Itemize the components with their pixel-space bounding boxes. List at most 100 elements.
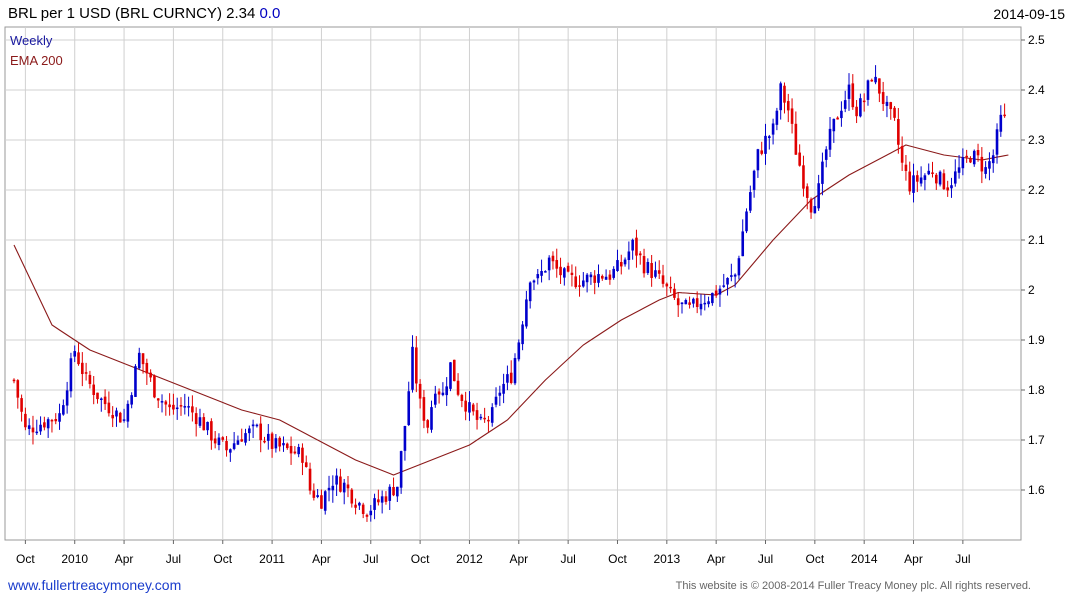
candle-down	[84, 362, 88, 381]
candle-down	[361, 502, 365, 519]
candle-body	[718, 288, 722, 295]
x-tick-label: Jul	[758, 552, 773, 566]
candle-down	[657, 260, 661, 279]
candle-down	[149, 369, 152, 382]
candle-down	[593, 270, 597, 295]
candle-body	[342, 482, 346, 493]
candle-body	[950, 185, 953, 189]
candle-up	[244, 428, 247, 446]
candle-body	[350, 489, 354, 504]
candle-up	[654, 261, 657, 279]
candle-down	[301, 443, 304, 476]
candle-down	[802, 155, 805, 197]
ema-200-line	[13, 144, 1009, 476]
candle-down	[392, 477, 395, 497]
candle-body	[767, 136, 771, 139]
candle-body	[783, 85, 786, 103]
x-tick-label: Apr	[115, 552, 134, 566]
candle-up	[236, 435, 240, 446]
candle-body	[335, 475, 338, 485]
candle-down	[12, 378, 16, 384]
candle-down	[794, 111, 798, 155]
copyright-notice: This website is © 2008-2014 Fuller Treac…	[675, 580, 1031, 592]
candle-body	[995, 129, 999, 155]
candle-up	[229, 448, 232, 462]
candle-up	[840, 101, 843, 127]
candle-up	[380, 490, 384, 514]
candle-body	[456, 380, 460, 395]
candle-body	[957, 167, 961, 173]
candle-down	[16, 379, 20, 409]
candle-body	[96, 392, 99, 400]
candle-body	[555, 260, 559, 269]
candle-body	[115, 410, 118, 417]
candle-up	[745, 208, 748, 234]
candle-body	[1003, 114, 1006, 117]
candle-body	[399, 451, 403, 488]
candle-body	[976, 150, 980, 156]
candle-body	[676, 298, 680, 306]
candle-down	[81, 352, 84, 387]
candle-body	[874, 76, 877, 83]
candle-up	[407, 381, 411, 427]
candle-up	[824, 146, 828, 168]
candle-up	[506, 365, 509, 391]
candle-body	[206, 421, 209, 431]
candle-body	[840, 110, 843, 119]
change-value: 0.0	[259, 5, 281, 22]
candle-body	[441, 392, 445, 396]
candle-body	[745, 211, 748, 232]
candle-body	[646, 261, 650, 273]
candle-up	[65, 381, 69, 414]
candle-down	[437, 388, 441, 404]
candle-body	[635, 237, 638, 256]
candle-body	[631, 239, 634, 251]
candle-body	[426, 420, 430, 428]
candle-down	[164, 399, 168, 416]
candle-down	[934, 172, 938, 190]
candle-body	[452, 359, 456, 382]
candle-body	[103, 396, 107, 405]
candle-body	[407, 391, 411, 425]
candle-body	[654, 270, 657, 277]
candle-up	[115, 407, 118, 427]
candle-up	[130, 392, 133, 409]
candle-body	[984, 167, 987, 174]
candle-body	[665, 283, 669, 287]
candle-down	[285, 442, 289, 450]
candle-up	[99, 397, 103, 412]
candle-body	[563, 268, 566, 278]
candle-body	[380, 496, 384, 503]
candle-body	[980, 156, 984, 172]
candle-body	[509, 372, 513, 383]
candle-body	[293, 451, 297, 454]
candle-down	[805, 183, 809, 210]
x-tick-label: Oct	[16, 552, 35, 566]
candle-up	[692, 297, 695, 308]
candle-body	[354, 504, 357, 508]
candle-body	[422, 397, 426, 421]
candle-body	[88, 374, 92, 385]
candle-body	[156, 398, 160, 401]
candle-body	[327, 487, 331, 491]
candle-down	[870, 78, 874, 82]
ema-line-group	[13, 144, 1009, 476]
candle-body	[972, 150, 976, 165]
x-tick-label: Jul	[560, 552, 575, 566]
x-tick-label: Apr	[904, 552, 923, 566]
candle-up	[388, 484, 392, 511]
candle-body	[445, 386, 448, 396]
candle-down	[415, 336, 418, 393]
candle-up	[991, 149, 995, 173]
candle-body	[938, 171, 942, 185]
candle-body	[760, 150, 764, 154]
candle-up	[779, 81, 782, 120]
y-tick-label: 2.2	[1028, 183, 1045, 197]
candle-body	[889, 102, 893, 110]
candle-up	[255, 423, 259, 428]
site-link[interactable]: www.fullertreacymoney.com	[8, 577, 182, 593]
candle-body	[244, 433, 247, 443]
candle-body	[851, 83, 855, 108]
candle-body	[437, 391, 441, 395]
candle-up	[251, 419, 255, 439]
